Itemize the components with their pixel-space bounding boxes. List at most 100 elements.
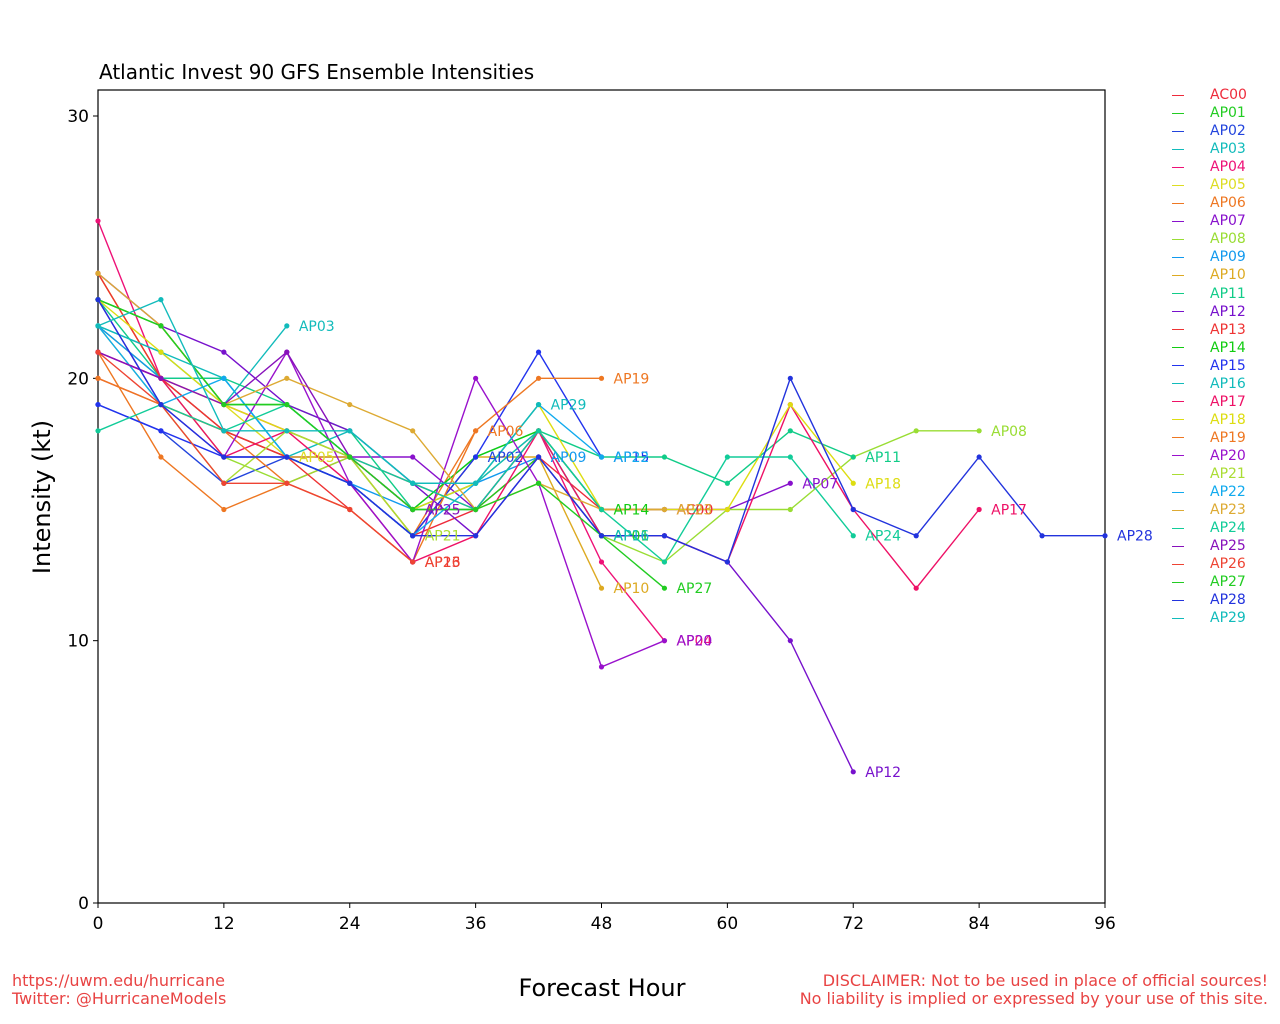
series-ap11 (95, 297, 856, 513)
legend-swatch (1172, 130, 1184, 132)
data-point (158, 375, 164, 381)
series-end-label: AP24 (865, 529, 901, 545)
data-point (410, 506, 416, 513)
data-point (1102, 533, 1108, 539)
disclaimer-line-2: No liability is implied or expressed by … (799, 989, 1268, 1008)
data-point (787, 638, 793, 644)
data-point (221, 349, 227, 355)
legend-swatch (1172, 527, 1184, 529)
data-point (976, 454, 982, 460)
series-line (97, 351, 414, 563)
legend-swatch (1172, 509, 1184, 511)
series-end-label: AP27 (676, 581, 712, 597)
legend-swatch (1172, 148, 1184, 150)
legend-item: AP27 (1172, 573, 1247, 591)
legend-swatch (1172, 545, 1184, 547)
legend-label: AP14 (1210, 339, 1246, 356)
data-point (347, 401, 353, 408)
data-point (787, 428, 793, 434)
x-tick-label: 12 (213, 914, 235, 934)
legend-item: AP07 (1172, 212, 1247, 230)
data-point (95, 428, 101, 434)
series-end-label: AP21 (425, 529, 461, 545)
data-point (661, 559, 668, 565)
legend-label: AP04 (1210, 159, 1246, 176)
x-tick-label: 96 (1094, 914, 1116, 934)
data-point (473, 375, 479, 381)
data-point (724, 454, 730, 460)
legend-label: AP22 (1210, 484, 1246, 501)
data-point (221, 401, 227, 408)
legend-label: AP25 (1210, 538, 1246, 555)
series-line (97, 220, 665, 642)
legend-item: AP16 (1172, 375, 1247, 393)
legend-swatch (1172, 166, 1184, 168)
series-line (97, 298, 665, 589)
legend-swatch (1172, 401, 1184, 403)
x-tick-label: 60 (717, 914, 739, 934)
series-line (97, 298, 603, 537)
data-point (473, 533, 479, 539)
footer-url[interactable]: https://uwm.edu/hurricane (12, 971, 225, 990)
legend-item: AP13 (1172, 321, 1247, 339)
data-point (284, 428, 290, 434)
footer-left: https://uwm.edu/hurricane Twitter: @Hurr… (12, 972, 226, 1008)
series-end-label: AP12 (865, 765, 901, 781)
data-point (158, 349, 164, 355)
series-line (97, 272, 854, 773)
data-point (850, 769, 856, 775)
series-end-label: AP05 (299, 450, 335, 466)
legend-item: AP12 (1172, 303, 1247, 321)
legend-item: AP18 (1172, 411, 1247, 429)
legend-item: AP05 (1172, 176, 1247, 194)
data-point (410, 428, 416, 434)
legend-swatch (1172, 94, 1184, 96)
legend-label: AP29 (1210, 610, 1246, 627)
legend-item: AP23 (1172, 501, 1247, 519)
legend-label: AP06 (1210, 195, 1246, 212)
series-ap02 (95, 401, 479, 539)
data-point (473, 506, 479, 513)
series-end-label: AP18 (865, 476, 901, 492)
series-end-label: AP02 (488, 450, 524, 466)
legend-item: AP09 (1172, 248, 1247, 266)
series-end-label: AP19 (614, 371, 650, 387)
data-point (95, 270, 101, 276)
data-point (284, 375, 290, 381)
data-point (410, 533, 416, 539)
data-point (221, 506, 227, 513)
series-ap18 (95, 297, 856, 513)
data-point (535, 375, 542, 381)
disclaimer-line-1: DISCLAIMER: Not to be used in place of o… (822, 971, 1268, 990)
legend-label: AP10 (1210, 267, 1246, 284)
legend-item: AP22 (1172, 483, 1247, 501)
data-point (221, 375, 227, 381)
legend-item: AP01 (1172, 104, 1247, 122)
data-point (535, 454, 542, 460)
series-layer (95, 218, 1108, 775)
legend-label: AP15 (1210, 357, 1246, 374)
legend-swatch (1172, 202, 1184, 204)
series-end-label: AP16 (614, 529, 650, 545)
legend-label: AP23 (1210, 502, 1246, 519)
legend-swatch (1172, 599, 1184, 601)
data-point (347, 428, 353, 434)
legend-label: AP08 (1210, 231, 1246, 248)
data-point (535, 349, 542, 355)
data-point (850, 454, 856, 460)
footer-twitter[interactable]: Twitter: @HurricaneModels (12, 989, 227, 1008)
data-point (95, 323, 101, 329)
series-ap12 (95, 270, 856, 775)
series-end-label: AP06 (488, 424, 524, 440)
chart-title: Atlantic Invest 90 GFS Ensemble Intensit… (99, 60, 534, 84)
data-point (913, 428, 919, 434)
series-end-label: AP03 (299, 319, 335, 335)
legend-item: AP02 (1172, 122, 1247, 140)
data-point (347, 454, 353, 460)
legend-item: AP03 (1172, 140, 1247, 158)
legend-label: AP21 (1210, 466, 1246, 482)
series-line (97, 272, 665, 511)
legend-label: AP18 (1210, 411, 1246, 428)
legend-swatch (1172, 473, 1184, 475)
